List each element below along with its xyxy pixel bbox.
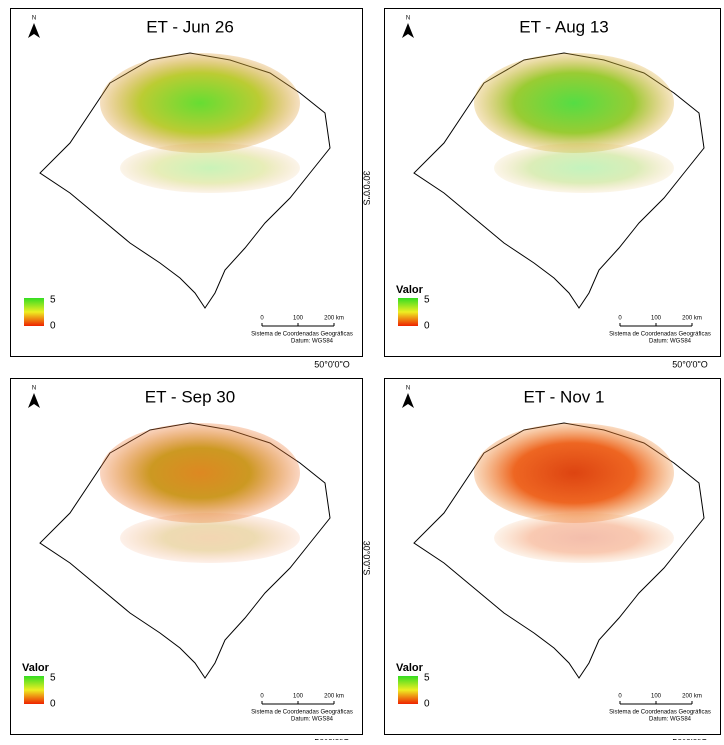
legend-max: 5	[424, 673, 430, 684]
legend-max: 5	[50, 295, 56, 306]
et-region	[474, 53, 674, 153]
legend-title: Valor	[396, 662, 424, 674]
north-label: N	[406, 386, 410, 392]
datum: Datum: WGS84	[649, 717, 692, 723]
legend-min: 0	[424, 699, 430, 710]
legend-min: 0	[424, 321, 430, 332]
et-region	[100, 53, 300, 153]
north-label: N	[32, 16, 36, 22]
coordinate-system: Sistema de Coordenadas Geográficas	[609, 332, 711, 338]
legend-ramp	[24, 676, 44, 704]
scale-label: 0	[618, 694, 622, 700]
legend-title: Valor	[396, 284, 424, 296]
legend-ramp	[398, 676, 418, 704]
et-scatter	[494, 143, 674, 193]
datum: Datum: WGS84	[649, 339, 692, 345]
coordinate-system: Sistema de Coordenadas Geográficas	[251, 332, 353, 338]
scale-label: 200 km	[324, 316, 344, 322]
north-arrow	[28, 393, 40, 408]
legend-ramp	[398, 298, 418, 326]
longitude-label: 50°0'0"O	[314, 359, 350, 369]
map-title: ET - Sep 30	[145, 387, 235, 406]
scale-label: 0	[260, 694, 264, 700]
latitude-label: 30°0'0"S	[362, 541, 372, 576]
coordinate-system: Sistema de Coordenadas Geográficas	[609, 710, 711, 716]
legend-min: 0	[50, 321, 56, 332]
north-label: N	[406, 16, 410, 22]
scale-label: 0	[618, 316, 622, 322]
scale-label: 200 km	[682, 316, 702, 322]
scale-label: 200 km	[324, 694, 344, 700]
longitude-label: 50°0'0"O	[672, 359, 708, 369]
legend-min: 0	[50, 699, 56, 710]
scale-label: 0	[260, 316, 264, 322]
et-region	[474, 423, 674, 523]
latitude-label: 30°0'0"S	[362, 171, 372, 206]
scale-label: 200 km	[682, 694, 702, 700]
datum: Datum: WGS84	[291, 717, 334, 723]
north-arrow	[402, 23, 414, 38]
north-arrow	[28, 23, 40, 38]
coordinate-system: Sistema de Coordenadas Geográficas	[251, 710, 353, 716]
legend-max: 5	[424, 295, 430, 306]
map-title: ET - Aug 13	[519, 17, 608, 36]
et-scatter	[120, 513, 300, 563]
et-region	[100, 423, 300, 523]
scale-label: 100	[651, 694, 662, 700]
legend-ramp	[24, 298, 44, 326]
map-title: ET - Nov 1	[524, 387, 605, 406]
et-scatter	[120, 143, 300, 193]
north-arrow	[402, 393, 414, 408]
map-panel: ET - Jun 26 N 5 0 0 100 200 km Sistema de Coord…	[10, 8, 372, 369]
scale-label: 100	[293, 316, 304, 322]
et-scatter	[494, 513, 674, 563]
scale-label: 100	[651, 316, 662, 322]
datum: Datum: WGS84	[291, 339, 334, 345]
map-title: ET - Jun 26	[146, 17, 234, 36]
legend-title: Valor	[22, 662, 50, 674]
north-label: N	[32, 386, 36, 392]
scale-label: 100	[293, 694, 304, 700]
legend-max: 5	[50, 673, 56, 684]
